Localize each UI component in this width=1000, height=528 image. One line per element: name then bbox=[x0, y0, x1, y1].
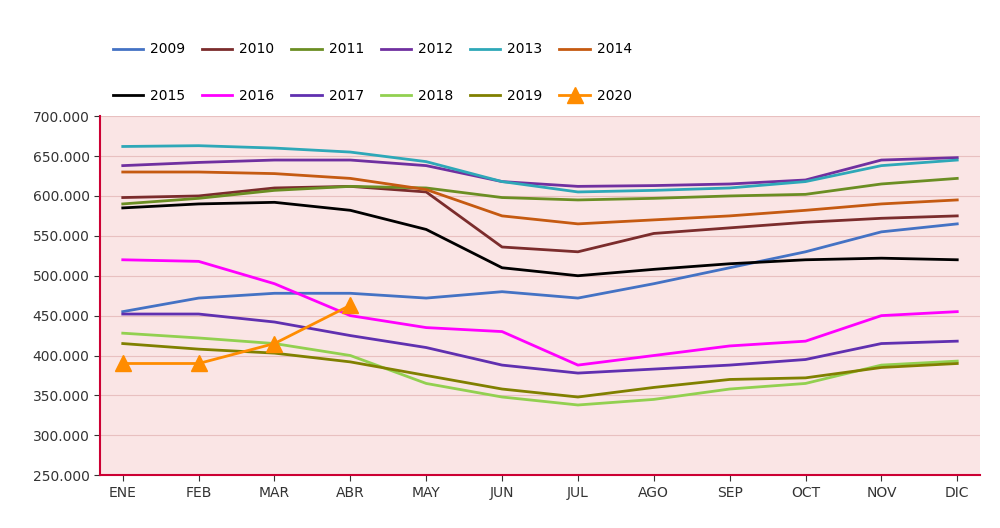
Legend: 2015, 2016, 2017, 2018, 2019, 2020: 2015, 2016, 2017, 2018, 2019, 2020 bbox=[107, 83, 637, 109]
